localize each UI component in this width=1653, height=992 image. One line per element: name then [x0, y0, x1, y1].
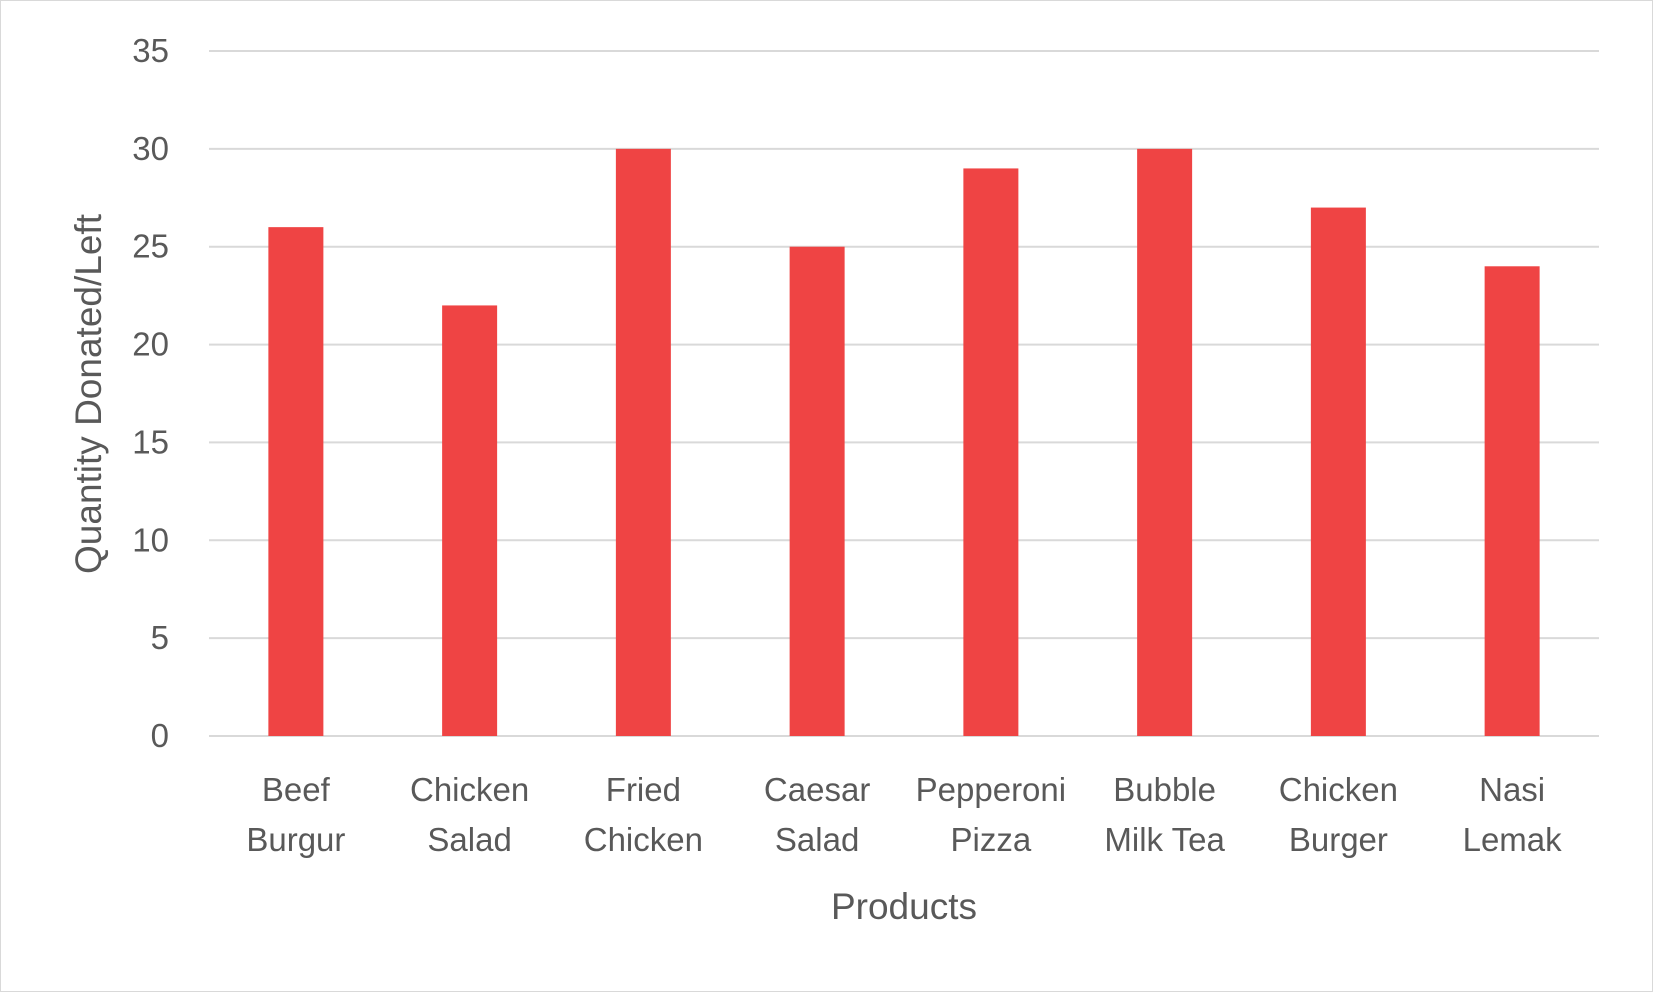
x-tick-label-line: Fried [606, 771, 681, 808]
bar [789, 246, 845, 736]
x-tick-label-line: Nasi [1479, 771, 1545, 808]
x-tick-label-line: Salad [427, 821, 511, 858]
x-tick-label-line: Beef [262, 771, 331, 808]
x-tick-label-line: Chicken [1279, 771, 1398, 808]
x-tick-label-line: Milk Tea [1104, 821, 1225, 858]
x-tick-label-line: Chicken [410, 771, 529, 808]
y-axis-title: Quantity Donated/Left [68, 213, 109, 574]
y-tick-label: 35 [132, 32, 169, 69]
bar [1484, 266, 1540, 736]
y-tick-label: 15 [132, 423, 169, 460]
y-tick-label: 0 [151, 717, 169, 754]
x-tick-label-line: Pizza [951, 821, 1032, 858]
x-tick-label-line: Lemak [1463, 821, 1563, 858]
y-tick-label: 5 [151, 619, 169, 656]
y-tick-label: 25 [132, 228, 169, 265]
bar [268, 227, 324, 736]
x-tick-label: Beef Burgur [246, 771, 345, 858]
x-tick-label-line: Bubble [1113, 771, 1216, 808]
x-tick-label: Pepperoni Pizza [916, 771, 1066, 858]
x-tick-label: Bubble Milk Tea [1104, 771, 1225, 858]
x-tick-label: Caesar Salad [764, 771, 870, 858]
x-tick-label: Chicken Salad [410, 771, 529, 858]
gridlines [209, 50, 1599, 737]
x-axis-title: Products [831, 886, 977, 927]
x-tick-label-line: Salad [775, 821, 859, 858]
y-tick-labels: 0 5 10 15 20 25 30 35 [132, 32, 169, 754]
x-tick-label: Nasi Lemak [1463, 771, 1563, 858]
bar [1137, 148, 1193, 736]
x-tick-label-line: Pepperoni [916, 771, 1066, 808]
x-tick-label-line: Caesar [764, 771, 870, 808]
bars [268, 148, 1540, 737]
x-tick-labels: Beef Burgur Chicken Salad Fried Chicken Caesar… [246, 771, 1562, 858]
x-tick-label-line: Burger [1289, 821, 1388, 858]
x-tick-label: Fried Chicken [584, 771, 703, 858]
bar [1310, 207, 1366, 737]
x-tick-label-line: Chicken [584, 821, 703, 858]
bar [963, 168, 1019, 736]
x-tick-label: Chicken Burger [1279, 771, 1398, 858]
bar [615, 148, 671, 736]
y-tick-label: 10 [132, 521, 169, 558]
y-tick-label: 30 [132, 130, 169, 167]
x-tick-label-line: Burgur [246, 821, 345, 858]
y-tick-label: 20 [132, 326, 169, 363]
bar [442, 305, 498, 736]
